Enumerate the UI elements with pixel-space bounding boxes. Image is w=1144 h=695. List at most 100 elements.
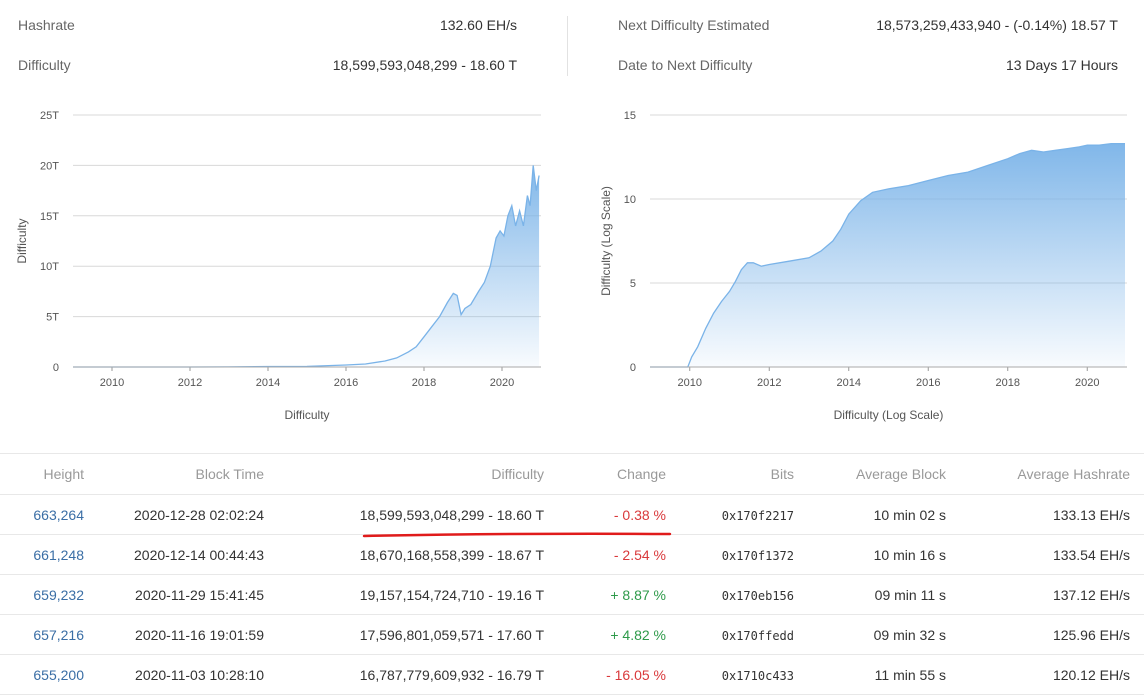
difficulty-cell: 16,787,779,609,932 - 16.79 T <box>359 666 544 683</box>
y-tick-label: 5 <box>630 278 636 290</box>
change-cell: - 16.05 % <box>606 666 666 683</box>
block-time-td: 2020-12-28 02:02:24 <box>84 494 264 535</box>
average-block-cell-td: 10 min 16 s <box>794 534 946 575</box>
average-hashrate-cell: 125.96 EH/s <box>1052 626 1130 643</box>
change-cell: + 8.87 % <box>610 586 666 603</box>
bits-cell: 0x170ffedd <box>721 628 794 643</box>
table-row: 657,216 2020-11-16 19:01:59 17,596,801,059… <box>0 614 1144 655</box>
hashrate-label: Hashrate <box>18 17 75 33</box>
height-link[interactable]: 659,232 <box>33 586 84 603</box>
bits-cell-td: 0x170eb156 <box>666 574 794 615</box>
change-cell-td: + 8.87 % <box>544 574 666 615</box>
change-cell-td: + 4.82 % <box>544 614 666 655</box>
height-link[interactable]: 663,264 <box>33 506 84 523</box>
height-link-td: 661,248 <box>0 534 84 575</box>
y-axis-title: Difficulty <box>15 218 29 263</box>
change-cell: - 0.38 % <box>613 506 666 523</box>
height-link[interactable]: 657,216 <box>33 626 84 643</box>
next-difficulty-label: Next Difficulty Estimated <box>618 17 770 33</box>
block-time: 2020-11-29 15:41:45 <box>135 586 264 603</box>
bits-cell: 0x1710c433 <box>721 668 794 683</box>
average-block-cell-td: 11 min 55 s <box>794 654 946 695</box>
bits-cell-td: 0x170f1372 <box>666 534 794 575</box>
average-block-cell-td: 10 min 02 s <box>794 494 946 535</box>
y-tick-label: 10T <box>40 261 59 273</box>
average-hashrate-cell: 133.13 EH/s <box>1052 506 1130 523</box>
x-tick-label: 2018 <box>996 377 1020 389</box>
y-tick-label: 15T <box>40 211 59 223</box>
change-cell-td: - 2.54 % <box>544 534 666 575</box>
average-block-cell: 09 min 11 s <box>874 586 946 603</box>
col-difficulty: Difficulty <box>264 453 544 495</box>
average-hashrate-cell-td: 133.13 EH/s <box>946 494 1144 535</box>
difficulty-history-table: Height Block Time Difficulty Change Bits… <box>0 453 1144 695</box>
bits-cell: 0x170eb156 <box>721 588 794 603</box>
x-tick-label: 2016 <box>334 377 358 389</box>
table-row: 655,200 2020-11-03 10:28:10 16,787,779,609… <box>0 654 1144 695</box>
col-average-hashrate: Average Hashrate <box>946 453 1144 495</box>
difficulty-cell-td: 17,596,801,059,571 - 17.60 T <box>264 614 544 655</box>
height-link[interactable]: 661,248 <box>33 546 84 563</box>
block-time-td: 2020-11-16 19:01:59 <box>84 614 264 655</box>
average-hashrate-cell-td: 120.12 EH/s <box>946 654 1144 695</box>
height-link-td: 657,216 <box>0 614 84 655</box>
red-underline-annotation <box>362 532 672 538</box>
change-cell: + 4.82 % <box>610 626 666 643</box>
col-average-block: Average Block <box>794 453 946 495</box>
x-tick-label: 2012 <box>757 377 781 389</box>
block-time-td: 2020-12-14 00:44:43 <box>84 534 264 575</box>
height-link-td: 655,200 <box>0 654 84 695</box>
average-hashrate-cell-td: 125.96 EH/s <box>946 614 1144 655</box>
block-time-td: 2020-11-03 10:28:10 <box>84 654 264 695</box>
series-area <box>650 143 1126 367</box>
y-tick-label: 15 <box>624 110 636 122</box>
x-tick-label: 2020 <box>490 377 514 389</box>
difficulty-cell: 18,599,593,048,299 - 18.60 T <box>359 506 544 523</box>
difficulty-cell-td: 18,599,593,048,299 - 18.60 T <box>264 494 544 535</box>
block-time: 2020-12-14 00:44:43 <box>134 546 264 563</box>
y-tick-label: 10 <box>624 194 636 206</box>
bits-cell: 0x170f1372 <box>721 548 794 563</box>
next-difficulty-value: 18,573,259,433,940 - (-0.14%) 18.57 T <box>876 17 1118 33</box>
difficulty-cell: 19,157,154,724,710 - 19.16 T <box>359 586 544 603</box>
y-tick-label: 0 <box>53 362 59 374</box>
y-tick-label: 5T <box>46 312 59 324</box>
average-block-cell: 10 min 16 s <box>873 546 946 563</box>
difficulty-cell-td: 18,670,168,558,399 - 18.67 T <box>264 534 544 575</box>
table-row: 659,232 2020-11-29 15:41:45 19,157,154,724… <box>0 574 1144 615</box>
table-row: 663,264 2020-12-28 02:02:24 18,599,593,048… <box>0 494 1144 535</box>
col-bits: Bits <box>666 453 794 495</box>
date-to-next-label: Date to Next Difficulty <box>618 57 753 73</box>
difficulty-value: 18,599,593,048,299 - 18.60 T <box>332 57 517 73</box>
stats-divider <box>567 16 568 76</box>
average-block-cell: 10 min 02 s <box>873 506 946 523</box>
bits-cell-td: 0x170ffedd <box>666 614 794 655</box>
block-time: 2020-12-28 02:02:24 <box>134 506 264 523</box>
table-header-row: Height Block Time Difficulty Change Bits… <box>0 453 1144 495</box>
series-area <box>73 165 540 367</box>
col-block-time: Block Time <box>84 453 264 495</box>
x-tick-label: 2020 <box>1075 377 1099 389</box>
height-link-td: 659,232 <box>0 574 84 615</box>
average-hashrate-cell: 120.12 EH/s <box>1052 666 1130 683</box>
block-time: 2020-11-16 19:01:59 <box>135 626 264 643</box>
x-tick-label: 2010 <box>678 377 702 389</box>
x-axis-title: Difficulty <box>284 408 329 422</box>
x-tick-label: 2018 <box>412 377 436 389</box>
average-block-cell: 09 min 32 s <box>873 626 946 643</box>
bits-cell-td: 0x170f2217 <box>666 494 794 535</box>
hashrate-value: 132.60 EH/s <box>439 17 517 33</box>
table-row: 661,248 2020-12-14 00:44:43 18,670,168,558… <box>0 534 1144 575</box>
y-tick-label: 0 <box>630 362 636 374</box>
x-tick-label: 2010 <box>100 377 124 389</box>
height-link[interactable]: 655,200 <box>33 666 84 683</box>
col-change: Change <box>544 453 666 495</box>
difficulty-log-chart: 0 5 10 15 2010 2012 2014 2016 2018 2020 Difficulty… <box>599 110 1127 422</box>
stats-panel: Hashrate 132.60 EH/s Difficulty 18,599,5… <box>0 0 1144 90</box>
difficulty-cell: 17,596,801,059,571 - 17.60 T <box>359 626 544 643</box>
bits-cell: 0x170f2217 <box>721 508 794 523</box>
difficulty-cell-td: 16,787,779,609,932 - 16.79 T <box>264 654 544 695</box>
x-tick-label: 2014 <box>256 377 280 389</box>
series-line <box>650 142 1125 368</box>
x-tick-label: 2012 <box>178 377 202 389</box>
